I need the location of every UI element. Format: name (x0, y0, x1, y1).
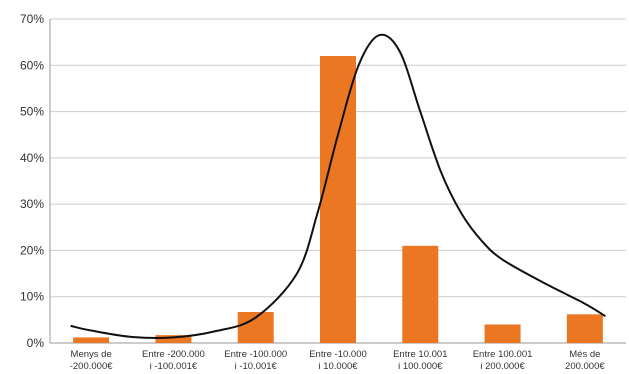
x-axis-categories: Menys de -200.000€ Entre -200.000 i -100.00… (70, 349, 606, 372)
bar (484, 324, 521, 343)
bar (566, 314, 603, 343)
x-category-label: Entre -100.000 i -10.001€ (224, 349, 287, 372)
x-category-label: Menys de -200.000€ (70, 349, 114, 372)
y-tick-label: 60% (20, 58, 44, 72)
trend-curve-group (70, 33, 606, 340)
bar (73, 337, 110, 343)
x-category-label: Més de 200.000€ (565, 349, 605, 372)
y-tick-label: 30% (20, 197, 44, 211)
y-tick-label: 20% (20, 243, 44, 257)
y-tick-label: 10% (20, 290, 44, 304)
bars (73, 56, 603, 344)
bar (155, 335, 192, 343)
x-category-label: Entre -200.000 i -100.001€ (142, 349, 205, 372)
x-category-label: Entre 100.001 i 200.000€ (473, 349, 533, 372)
trend-curve (70, 33, 606, 340)
bar (402, 245, 439, 343)
y-tick-label: 50% (20, 105, 44, 119)
x-category-label: Entre -10.000 i 10.000€ (309, 349, 367, 372)
y-tick-label: 40% (20, 151, 44, 165)
bar (320, 56, 356, 344)
y-axis-ticks: 0% 10% 20% 30% 40% 50% 60% 70% (20, 12, 44, 350)
y-tick-label: 0% (27, 336, 45, 350)
y-tick-label: 70% (20, 12, 44, 26)
x-category-label: Entre 10.001 i 100.000€ (393, 349, 447, 372)
